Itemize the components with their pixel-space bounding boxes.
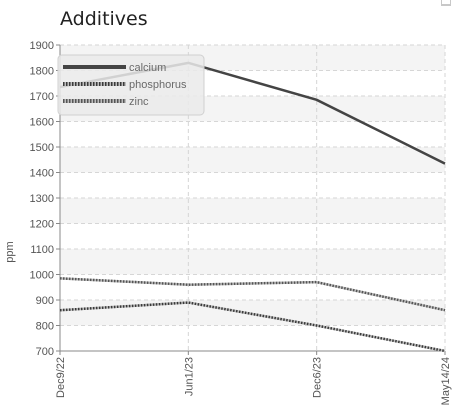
legend-label-calcium: calcium [129,62,166,74]
plot-band [60,325,445,351]
y-tick-label: 1200 [30,219,54,231]
y-tick-label: 700 [36,346,54,358]
plot-band [60,274,445,300]
y-tick-label: 1700 [30,91,54,103]
plot-band [60,172,445,198]
y-tick-label: 1100 [30,244,54,256]
x-tick-label: Dec9/22 [55,357,67,398]
y-axis-label: ppm [4,241,16,262]
y-tick-label: 1000 [30,270,54,282]
x-tick-label: Dec6/23 [312,357,324,398]
y-tick-label: 1500 [30,142,54,154]
menu-icon[interactable] [441,0,451,6]
series-lines [59,61,446,353]
series-line-zinc [59,277,446,312]
y-tick-label: 1400 [30,168,54,180]
series-line-phosphorus [59,301,446,353]
plot-band [60,249,445,275]
legend-label-zinc: zinc [129,96,149,108]
y-tick-label: 900 [36,295,54,307]
y-tick-label: 1600 [30,117,54,129]
y-tick-label: 800 [36,321,54,333]
y-tick-label: 1900 [30,40,54,52]
y-tick-label: 1300 [30,193,54,205]
x-tick-label: Jun1/23 [183,357,195,396]
x-tick-labels: Dec9/22 Jun1/23 Dec6/23 May14/24 [55,351,452,405]
plot-band [60,121,445,147]
plot-band [60,223,445,249]
plot-band [60,147,445,173]
plot-band [60,300,445,326]
y-tick-labels: 700 800 900 1000 1100 1200 1300 1400 1500 1600 170… [30,40,60,358]
x-tick-label: May14/24 [440,357,452,405]
plot-band [60,198,445,224]
chart-title: Additives [60,8,148,30]
y-tick-label: 1800 [30,66,54,78]
legend-label-phosphorus: phosphorus [129,79,187,91]
legend: calcium phosphorus zinc [57,54,205,116]
